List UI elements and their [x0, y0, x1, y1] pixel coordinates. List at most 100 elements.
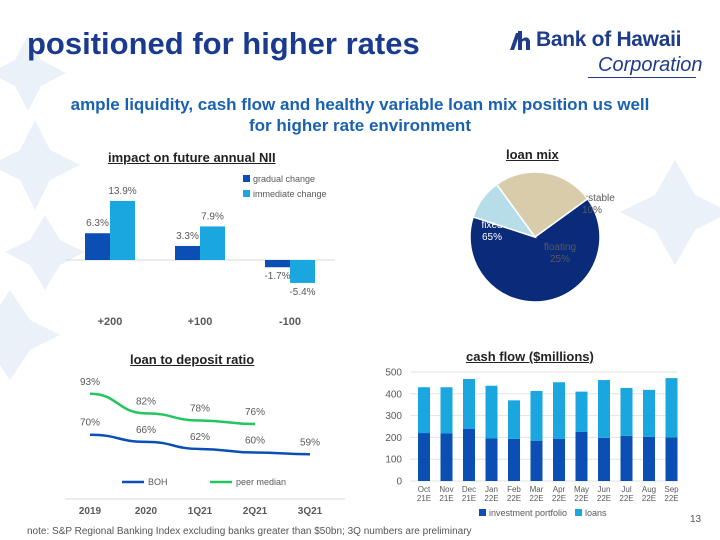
ltd-category-label: 2020 — [135, 506, 158, 517]
page-number: 13 — [690, 514, 702, 525]
cash-category-label-year: 22E — [597, 494, 611, 503]
headline-subtitle: ample liquidity, cash flow and healthy v… — [70, 95, 650, 135]
cash-category-label-year: 22E — [529, 494, 543, 503]
loan-mix-slice — [469, 197, 601, 303]
cash-category-label-month: Jan — [485, 485, 498, 494]
cash-y-tick-label: 300 — [385, 411, 402, 422]
cash-bar-segment — [440, 433, 453, 481]
nii-legend-swatch — [243, 175, 250, 182]
cash-category-label-month: Nov — [439, 485, 453, 494]
loan-mix-slice-value: 25% — [550, 254, 570, 265]
cash-category-label-year: 22E — [507, 494, 521, 503]
nii-data-label: -1.7% — [264, 271, 290, 282]
nii-data-label: 7.9% — [201, 211, 224, 222]
cash-bar-segment — [463, 378, 475, 429]
cash-category-label-month: Feb — [507, 485, 521, 494]
cash-category-label-month: Jul — [621, 485, 631, 494]
ltd-data-label: 60% — [245, 436, 265, 447]
cash-legend-label: loans — [585, 508, 607, 518]
cash-y-tick-label: 100 — [385, 455, 402, 466]
cash-bar-segment — [598, 380, 610, 438]
loan-to-deposit-chart: 70% 66% 62% 60% 59% 93% 82% 78% 76% 2019 2020 1Q21 2… — [65, 377, 345, 517]
cash-category-label-month: Oct — [418, 485, 431, 494]
ltd-category-label: 2Q21 — [243, 506, 268, 517]
cash-bar-segment — [485, 438, 498, 481]
ltd-data-label: 76% — [245, 407, 265, 418]
ltd-data-label: 70% — [80, 418, 100, 429]
nii-category-label: -100 — [279, 316, 301, 328]
nii-category-label: +200 — [98, 316, 123, 328]
cash-bar-segment — [598, 437, 610, 481]
ltd-category-label: 1Q21 — [188, 506, 213, 517]
loan-mix-slice-value: 10% — [582, 205, 602, 216]
cash-category-label-month: Aug — [642, 485, 656, 494]
chart-title-ltd: loan to deposit ratio — [130, 352, 255, 367]
cash-bar-segment — [553, 438, 565, 481]
logo-underline — [588, 77, 696, 78]
cash-bar-segment — [643, 389, 655, 437]
nii-legend-swatch — [243, 190, 250, 197]
cash-category-label-month: Mar — [530, 485, 544, 494]
logo-brand-name: Bank of Hawaii — [536, 28, 682, 51]
ltd-data-label: 59% — [300, 437, 320, 448]
nii-bar — [110, 200, 135, 260]
page-title: positioned for higher rates — [27, 26, 420, 61]
cash-bar-segment — [575, 391, 588, 432]
nii-bar — [85, 233, 110, 260]
loan-mix-slice — [495, 171, 589, 239]
chart-title-loan-mix: loan mix — [506, 147, 559, 162]
company-logo: Bank of Hawaii Corporation — [508, 27, 703, 79]
cash-category-label-year: 22E — [642, 494, 656, 503]
nii-data-label: 13.9% — [108, 186, 136, 197]
nii-legend-label: gradual change — [253, 174, 315, 184]
cash-bar-segment — [485, 385, 498, 439]
cash-bar-segment — [665, 378, 678, 438]
cash-bar-segment — [418, 433, 430, 481]
cash-bar-segment — [508, 400, 520, 439]
cash-bar-segment — [553, 382, 565, 439]
ltd-legend-label: peer median — [236, 477, 286, 487]
nii-bar — [200, 226, 225, 260]
loan-mix-slice-name: fixed — [481, 220, 502, 231]
cash-category-label-month: May — [574, 485, 589, 494]
nii-data-label: 3.3% — [176, 231, 199, 242]
cash-bar-segment — [508, 438, 520, 481]
ltd-data-label: 66% — [136, 425, 156, 436]
cash-bar-segment — [620, 435, 633, 481]
loan-mix-slice-name: floating — [544, 242, 576, 253]
cash-bar-segment — [530, 390, 543, 441]
cash-category-label-month: Dec — [462, 485, 476, 494]
logo-mark-icon — [510, 31, 530, 50]
ltd-series-line — [89, 433, 311, 456]
ltd-legend-label: BOH — [148, 477, 168, 487]
cash-bar-segment — [463, 428, 475, 481]
loan-mix-slice-value: 65% — [482, 232, 502, 243]
cash-bar-segment — [530, 440, 543, 481]
cash-y-tick-label: 0 — [396, 477, 402, 488]
cash-y-tick-label: 200 — [385, 433, 402, 444]
cash-bar-segment — [440, 387, 453, 434]
cash-category-label-month: Apr — [553, 485, 566, 494]
nii-bar — [290, 260, 315, 283]
cash-category-label-year: 22E — [484, 494, 498, 503]
cash-y-tick-label: 400 — [385, 389, 402, 400]
cash-category-label-month: Jun — [598, 485, 611, 494]
ltd-category-label: 3Q21 — [298, 506, 323, 517]
nii-category-label: +100 — [188, 316, 213, 328]
nii-data-label: 6.3% — [86, 218, 109, 229]
cash-category-label-year: 22E — [552, 494, 566, 503]
footnote: note: S&P Regional Banking Index excludi… — [27, 526, 472, 537]
cash-category-label-year: 21E — [462, 494, 476, 503]
cash-legend-swatch — [479, 509, 486, 516]
logo-corporation-text: Corporation — [598, 54, 703, 76]
cash-legend-swatch — [575, 509, 582, 516]
ltd-category-label: 2019 — [79, 506, 102, 517]
cash-category-label-year: 22E — [619, 494, 633, 503]
nii-data-label: -5.4% — [289, 287, 315, 298]
ltd-data-label: 78% — [190, 403, 210, 414]
nii-legend-label: immediate change — [253, 189, 327, 199]
ltd-data-label: 93% — [80, 377, 100, 388]
cash-bar-segment — [665, 437, 678, 481]
nii-chart: 6.3% 3.3% -1.7% 13.9% 7.9% -5.4% +200 +100 -100 g… — [65, 174, 335, 328]
ltd-data-label: 62% — [190, 432, 210, 443]
